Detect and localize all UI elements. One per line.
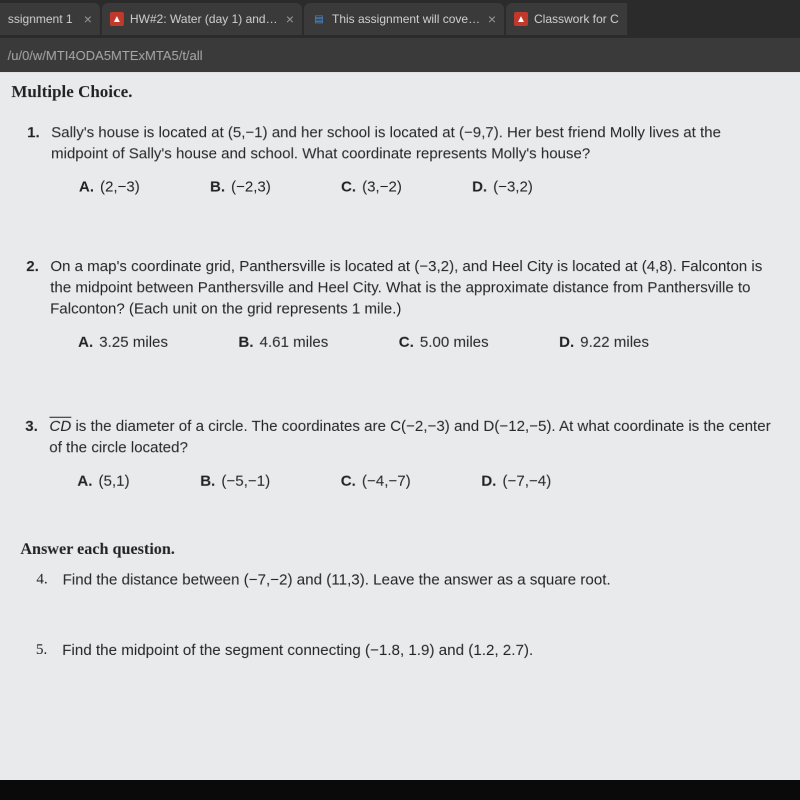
browser-tab[interactable]: ▲ HW#2: Water (day 1) and rev × — [102, 3, 302, 35]
section-header: Multiple Choice. — [0, 76, 800, 108]
question-1: 1. Sally's house is located at (5,−1) an… — [0, 108, 800, 205]
segment-cd: CD — [49, 418, 71, 435]
question-5: 5. Find the midpoint of the segment conn… — [0, 629, 800, 659]
spacer — [0, 589, 800, 630]
question-body: On a map's coordinate grid, Panthersvill… — [50, 256, 774, 320]
choice-c[interactable]: C.5.00 miles — [399, 334, 489, 351]
answer-choices: A.(2,−3) B.(−2,3) C.(3,−2) D.(−3,2) — [27, 164, 774, 195]
tab-title: Classwork for C — [534, 12, 619, 26]
spacer — [0, 500, 800, 541]
question-text: 3. CD is the diameter of a circle. The c… — [25, 416, 775, 459]
question-number: 4. — [36, 571, 62, 588]
question-2: 2. On a map's coordinate grid, Panthersv… — [0, 242, 800, 361]
tab-title: This assignment will cover the f — [332, 12, 482, 26]
answer-choices: A.(5,1) B.(−5,−1) C.(−4,−7) D.(−7,−4) — [25, 458, 775, 489]
app-icon: ▲ — [110, 12, 124, 26]
screen: ssignment 1 × ▲ HW#2: Water (day 1) and … — [0, 0, 800, 790]
question-body: Find the midpoint of the segment connect… — [62, 642, 533, 659]
url-text: /u/0/w/MTI4ODA5MTExMTA5/t/all — [8, 48, 203, 63]
choice-b[interactable]: B.4.61 miles — [238, 334, 328, 351]
close-icon[interactable]: × — [286, 11, 294, 27]
answer-choices: A.3.25 miles B.4.61 miles C.5.00 miles D… — [26, 320, 775, 351]
tab-title: ssignment 1 — [8, 12, 78, 26]
choice-d[interactable]: D.9.22 miles — [559, 334, 649, 351]
question-body: Find the distance between (−7,−2) and (1… — [63, 571, 611, 588]
question-number: 5. — [36, 642, 62, 659]
document-content: Multiple Choice. 1. Sally's house is loc… — [0, 72, 800, 790]
question-text: 1. Sally's house is located at (5,−1) an… — [27, 122, 773, 164]
choice-c[interactable]: C.(3,−2) — [341, 178, 402, 195]
close-icon[interactable]: × — [488, 11, 496, 27]
browser-tab[interactable]: ssignment 1 × — [0, 3, 100, 35]
question-text: 2. On a map's coordinate grid, Panthersv… — [26, 256, 774, 320]
bottom-edge — [0, 780, 800, 800]
question-body: CD is the diameter of a circle. The coor… — [49, 416, 775, 459]
browser-tab[interactable]: ▤ This assignment will cover the f × — [304, 3, 504, 35]
choice-a[interactable]: A.(5,1) — [77, 473, 129, 490]
sub-header: Answer each question. — [0, 541, 800, 559]
browser-tab[interactable]: ▲ Classwork for C — [506, 3, 627, 35]
spacer — [0, 206, 800, 242]
doc-icon: ▤ — [312, 12, 326, 26]
tab-title: HW#2: Water (day 1) and rev — [130, 12, 280, 26]
choice-d[interactable]: D.(−7,−4) — [481, 473, 551, 490]
choice-d[interactable]: D.(−3,2) — [472, 178, 533, 195]
choice-c[interactable]: C.(−4,−7) — [341, 473, 411, 490]
question-3: 3. CD is the diameter of a circle. The c… — [0, 402, 800, 500]
choice-b[interactable]: B.(−5,−1) — [200, 473, 270, 490]
question-number: 2. — [26, 256, 51, 320]
choice-b[interactable]: B.(−2,3) — [210, 178, 271, 195]
close-icon[interactable]: × — [84, 11, 92, 27]
question-number: 3. — [25, 416, 49, 459]
question-body: Sally's house is located at (5,−1) and h… — [51, 122, 773, 164]
choice-a[interactable]: A.(2,−3) — [79, 178, 140, 195]
address-bar[interactable]: /u/0/w/MTI4ODA5MTExMTA5/t/all — [0, 38, 800, 72]
question-4: 4. Find the distance between (−7,−2) and… — [0, 559, 800, 589]
browser-tabs-bar: ssignment 1 × ▲ HW#2: Water (day 1) and … — [0, 0, 800, 38]
app-icon: ▲ — [514, 12, 528, 26]
question-number: 1. — [27, 122, 51, 164]
choice-a[interactable]: A.3.25 miles — [78, 334, 168, 351]
spacer — [0, 361, 800, 402]
